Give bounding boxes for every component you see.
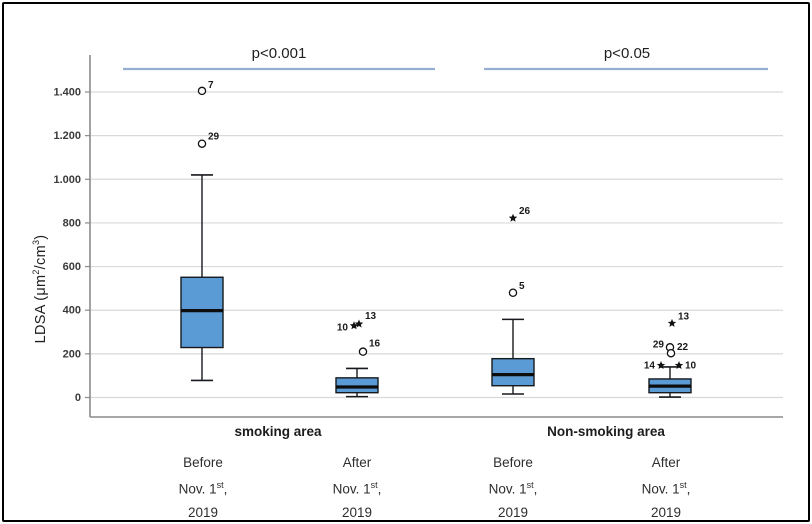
y-tick-label: 400 [63,305,81,317]
outlier-circle-marker [197,86,207,96]
boxplot-box: 7 29 [180,80,224,382]
x-tick-line3: 2019 [497,504,529,520]
x-tick-line2: Nov. 1st, [641,480,691,497]
y-axis-title-close: ) [32,234,49,240]
outlier-case-label: 29 [653,339,665,350]
outlier-case-label: 10 [685,360,697,371]
x-tick-line2: Nov. 1st, [332,480,382,497]
x-tick-line1: After [342,455,372,470]
outlier-case-label: 10 [337,323,349,334]
y-tick-label: 200 [63,348,81,360]
outlier-case-label: 7 [208,80,214,91]
x-tick-smoking-after: After Nov. 1st, 2019 [292,451,422,524]
extreme-star-marker [656,361,666,369]
x-tick-line1: After [651,455,681,470]
boxplot-box: 13 10 16 [335,311,381,398]
x-tick-line3: 2019 [650,504,682,520]
x-tick-line2: Nov. 1st, [178,480,228,497]
x-tick-nonsmoking-after: After Nov. 1st, 2019 [601,451,731,524]
group-label-smoking-area: smoking area [234,424,322,439]
x-tick-line1: Before [493,455,533,470]
iqr-box [335,377,379,394]
outlier-circle-marker [508,288,518,298]
outlier-case-label: 5 [519,281,525,292]
x-tick-smoking-before: Before Nov. 1st, 2019 [138,451,268,524]
outlier-case-label: 16 [369,339,381,350]
y-tick-label: 600 [63,261,81,273]
outlier-circle-marker [197,139,207,148]
outlier-case-label: 13 [365,311,377,322]
y-tick-label: 1.400 [53,87,81,99]
y-axis-title-text: LDSA (μm [32,274,49,344]
y-tick-label: 1.200 [53,130,81,142]
boxplot-box: 26 5 [491,206,535,395]
x-tick-line2: Nov. 1st, [488,480,538,497]
y-tick-label: 1.000 [53,174,81,186]
outlier-circle-marker [358,347,368,356]
extreme-star-marker [674,361,684,369]
boxplot-box: 13 29 22 14 10 [644,311,697,398]
outlier-circle-marker [666,348,676,358]
extreme-star-marker [349,321,359,330]
y-tick-label: 0 [75,392,81,404]
extreme-star-marker [508,213,518,222]
outlier-case-label: 29 [208,132,220,143]
iqr-box [180,276,224,349]
extreme-star-marker [354,319,364,328]
x-tick-line3: 2019 [341,504,373,520]
outlier-case-label: 14 [644,360,656,371]
x-tick-line1: Before [183,455,223,470]
iqr-box [491,357,535,387]
y-axis-title: LDSA (μm2/cm3) [31,235,49,344]
pvalue-label: p<0.001 [252,45,307,62]
x-tick-line3: 2019 [187,504,219,520]
extreme-star-marker [667,318,677,327]
x-tick-nonsmoking-before: Before Nov. 1st, 2019 [448,451,578,524]
outlier-case-label: 26 [519,206,531,217]
outlier-case-label: 13 [678,311,690,322]
pvalue-label: p<0.05 [604,45,650,62]
y-tick-label: 800 [63,217,81,229]
y-axis-title-sup3: 3 [31,239,42,246]
group-label-non-smoking-area: Non-smoking area [547,424,665,439]
outlier-case-label: 22 [677,342,689,353]
y-axis-title-mid: /cm [32,245,49,270]
y-axis-title-sup2: 2 [31,269,42,275]
